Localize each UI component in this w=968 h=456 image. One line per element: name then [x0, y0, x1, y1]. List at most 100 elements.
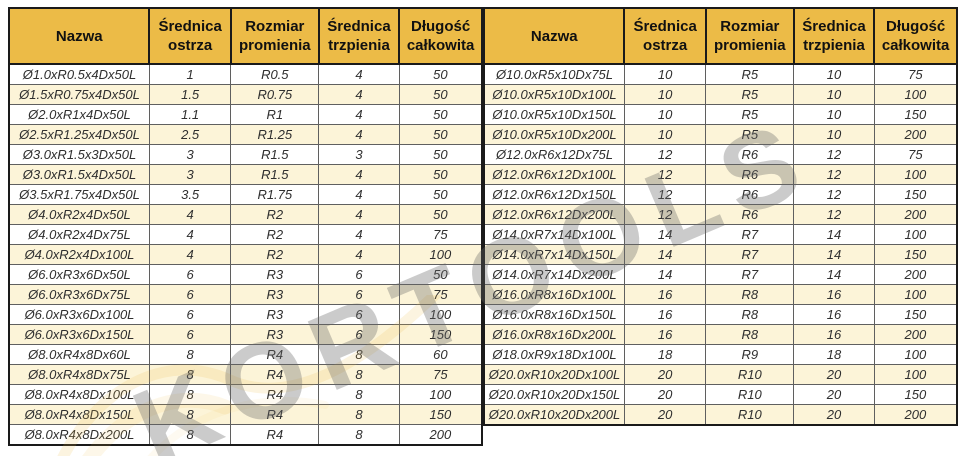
table-cell: 8: [318, 424, 400, 446]
table-cell: 14: [623, 244, 707, 265]
table-cell: R4: [230, 424, 320, 446]
table-cell: 10: [623, 104, 707, 125]
column-header-nazwa: Nazwa: [482, 7, 626, 65]
table-cell: 6: [318, 284, 400, 305]
table-cell: 12: [623, 144, 707, 165]
table-row: Ø12.0xR6x12Dx75L 12 R6 12 75: [483, 144, 958, 165]
table-cell: 100: [873, 364, 958, 385]
table-row: Ø14.0xR7x14Dx200L 14 R7 14 200: [483, 264, 958, 285]
table-cell: Ø10.0xR5x10Dx75L: [483, 63, 625, 85]
table-cell: Ø20.0xR10x20Dx200L: [483, 404, 625, 426]
table-body-right: Ø10.0xR5x10Dx75L 10 R5 10 75 Ø10.0xR5x10Dx100…: [483, 63, 958, 426]
table-cell: 4: [318, 204, 400, 225]
table-cell: 200: [873, 264, 958, 285]
table-cell: R7: [705, 224, 795, 245]
table-cell: 3: [148, 144, 232, 165]
table-cell: 8: [148, 404, 232, 425]
table-cell: Ø8.0xR4x8Dx150L: [8, 404, 150, 425]
table-cell: 10: [793, 124, 875, 145]
table-cell: R6: [705, 144, 795, 165]
table-cell: Ø4.0xR2x4Dx100L: [8, 244, 150, 265]
table-cell: 200: [873, 124, 958, 145]
header-row: Nazwa Średnica ostrza Rozmiar promienia …: [482, 7, 958, 65]
column-header-rozmiar-promienia: Rozmiar promienia: [229, 7, 320, 65]
table-cell: R1.25: [230, 124, 320, 145]
table-cell: 12: [793, 144, 875, 165]
table-row: Ø16.0xR8x16Dx100L 16 R8 16 100: [483, 284, 958, 305]
table-cell: R5: [705, 124, 795, 145]
table-cell: 4: [318, 124, 400, 145]
table-cell: 6: [318, 304, 400, 325]
table-row: Ø4.0xR2x4Dx75L 4 R2 4 75: [8, 224, 483, 245]
table-cell: Ø2.5xR1.25x4Dx50L: [8, 124, 150, 145]
table-cell: Ø8.0xR4x8Dx200L: [8, 424, 150, 446]
table-cell: 50: [398, 204, 483, 225]
table-cell: 10: [793, 104, 875, 125]
table-cell: R5: [705, 84, 795, 105]
table-cell: 200: [873, 204, 958, 225]
table-row: Ø18.0xR9x18Dx100L 18 R9 18 100: [483, 344, 958, 365]
table-cell: 50: [398, 164, 483, 185]
table-row: Ø14.0xR7x14Dx150L 14 R7 14 150: [483, 244, 958, 265]
table-cell: Ø1.0xR0.5x4Dx50L: [8, 63, 150, 85]
table-cell: 12: [793, 164, 875, 185]
table-cell: 60: [398, 344, 483, 365]
table-cell: 6: [148, 324, 232, 345]
table-cell: 14: [623, 224, 707, 245]
table-cell: 4: [148, 204, 232, 225]
table-cell: Ø8.0xR4x8Dx60L: [8, 344, 150, 365]
table-cell: 8: [148, 424, 232, 446]
table-row: Ø1.0xR0.5x4Dx50L 1 R0.5 4 50: [8, 63, 483, 85]
table-cell: R3: [230, 264, 320, 285]
table-cell: 8: [318, 344, 400, 365]
table-row: Ø6.0xR3x6Dx50L 6 R3 6 50: [8, 264, 483, 285]
table-cell: 2.5: [148, 124, 232, 145]
table-cell: Ø8.0xR4x8Dx100L: [8, 384, 150, 405]
table-cell: Ø20.0xR10x20Dx150L: [483, 384, 625, 405]
table-row: Ø20.0xR10x20Dx150L 20 R10 20 150: [483, 384, 958, 405]
table-cell: R1.5: [230, 144, 320, 165]
table-cell: 20: [623, 364, 707, 385]
table-row: Ø8.0xR4x8Dx100L 8 R4 8 100: [8, 384, 483, 405]
table-cell: R0.75: [230, 84, 320, 105]
table-cell: 6: [318, 324, 400, 345]
table-row: Ø20.0xR10x20Dx100L 20 R10 20 100: [483, 364, 958, 385]
column-header-dlugosc-calkowita: Długość całkowita: [873, 7, 958, 65]
table-cell: 150: [398, 324, 483, 345]
table-cell: R3: [230, 284, 320, 305]
table-row: Ø6.0xR3x6Dx100L 6 R3 6 100: [8, 304, 483, 325]
table-cell: 20: [793, 384, 875, 405]
table-cell: 3: [318, 144, 400, 165]
table-cell: 4: [148, 244, 232, 265]
table-cell: Ø18.0xR9x18Dx100L: [483, 344, 625, 365]
table-cell: R7: [705, 264, 795, 285]
table-row: Ø6.0xR3x6Dx150L 6 R3 6 150: [8, 324, 483, 345]
table-cell: 12: [623, 164, 707, 185]
table-cell: 10: [793, 63, 875, 85]
table-cell: R2: [230, 244, 320, 265]
table-cell: R1: [230, 104, 320, 125]
table-cell: 100: [873, 224, 958, 245]
table-cell: 8: [148, 384, 232, 405]
table-cell: 14: [793, 264, 875, 285]
table-cell: 16: [623, 304, 707, 325]
table-cell: 100: [873, 284, 958, 305]
table-cell: 100: [873, 164, 958, 185]
table-cell: 8: [318, 364, 400, 385]
table-row: Ø4.0xR2x4Dx100L 4 R2 4 100: [8, 244, 483, 265]
table-cell: R1.75: [230, 184, 320, 205]
table-cell: 150: [873, 184, 958, 205]
table-cell: 50: [398, 144, 483, 165]
table-cell: R6: [705, 184, 795, 205]
table-row: Ø8.0xR4x8Dx75L 8 R4 8 75: [8, 364, 483, 385]
table-cell: 50: [398, 184, 483, 205]
table-cell: R2: [230, 224, 320, 245]
table-row: Ø4.0xR2x4Dx50L 4 R2 4 50: [8, 204, 483, 225]
table-cell: 20: [623, 404, 707, 426]
spec-tables-container: Nazwa Średnica ostrza Rozmiar promienia …: [7, 7, 958, 446]
table-cell: 16: [623, 324, 707, 345]
table-cell: 1: [148, 63, 232, 85]
table-cell: 4: [318, 224, 400, 245]
column-header-nazwa: Nazwa: [7, 7, 151, 65]
column-header-srednica-ostrza: Średnica ostrza: [623, 7, 707, 65]
